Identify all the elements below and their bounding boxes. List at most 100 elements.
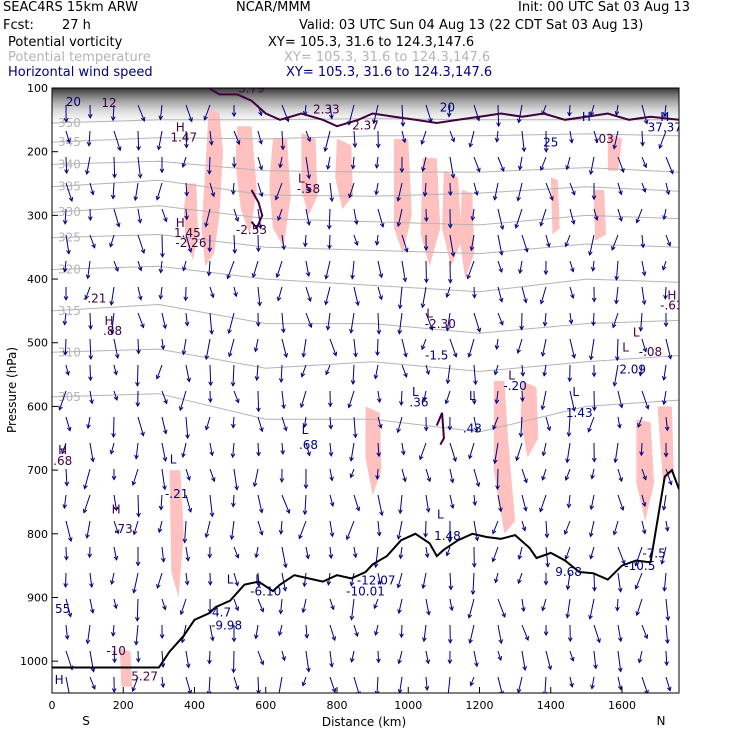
wind-vector: [161, 390, 168, 404]
wind-vector: [305, 312, 312, 328]
wind-vector: [545, 182, 554, 201]
field-label: 25: [543, 136, 558, 150]
wind-vector: [156, 364, 163, 379]
wind-vector-head: [637, 423, 642, 429]
wind-vector: [348, 182, 355, 198]
wind-vector: [352, 156, 355, 169]
wind-vector-head: [374, 190, 379, 196]
wind-vector: [305, 260, 310, 277]
wind-vector-head: [450, 137, 456, 143]
wind-vector-head: [353, 220, 359, 226]
wind-vector: [615, 260, 619, 280]
wind-vector-head: [278, 163, 283, 169]
wind-vector-head: [425, 659, 431, 665]
theta-contour-label: 320: [58, 263, 81, 277]
wind-vector: [616, 598, 619, 611]
wind-vector: [617, 416, 621, 428]
wind-vector: [185, 546, 189, 561]
field-label: L: [437, 508, 444, 522]
wind-vector-head: [635, 218, 641, 224]
wind-vector-head: [113, 395, 119, 401]
field-label: L: [298, 171, 305, 185]
wind-vector-head: [372, 119, 377, 125]
field-label: L: [227, 572, 234, 586]
wind-vector-head: [419, 455, 424, 461]
wind-vector-head: [545, 562, 550, 568]
wind-vector-head: [421, 637, 427, 643]
wind-vector-head: [155, 374, 161, 380]
wind-vector-head: [158, 268, 164, 274]
wind-vector-head: [306, 667, 311, 673]
wind-vector-head: [140, 431, 145, 437]
wind-vector: [566, 442, 571, 463]
wind-vector-head: [544, 533, 550, 539]
wind-vector-head: [523, 478, 528, 484]
wind-vector: [377, 416, 382, 429]
wind-vector: [113, 598, 117, 609]
wind-vector: [401, 234, 408, 252]
wind-vector-head: [113, 555, 119, 561]
theta-contour-label: 340: [58, 157, 81, 171]
wind-vector-head: [112, 173, 117, 179]
wind-vector-head: [274, 195, 280, 201]
wind-vector-head: [424, 686, 430, 691]
wind-vector: [539, 494, 547, 512]
wind-vector-head: [137, 173, 143, 179]
wind-vector: [545, 234, 550, 247]
wind-vector-head: [639, 451, 644, 457]
wind-vector-head: [567, 111, 572, 117]
field-label: 12: [101, 96, 116, 110]
fcst-value: 27 h: [62, 18, 91, 33]
wind-vector: [617, 156, 625, 173]
wind-vector-head: [62, 267, 68, 273]
wind-vector-head: [325, 370, 330, 376]
wind-vector-head: [347, 403, 352, 409]
wind-vector: [277, 208, 283, 221]
wind-vector-head: [661, 265, 667, 271]
wind-vector-head: [134, 454, 139, 460]
wind-vector: [86, 156, 91, 175]
theta-contour-345: [52, 133, 679, 143]
wind-vector-head: [348, 193, 353, 199]
wind-vector: [469, 130, 475, 147]
field-label: -.08: [639, 345, 662, 359]
pv-shaded-region-10: [550, 177, 560, 235]
wind-vector-head: [82, 508, 88, 514]
wind-vector: [496, 468, 499, 490]
wind-vector: [377, 494, 383, 516]
wind-vector: [87, 624, 91, 644]
wind-vector: [278, 676, 283, 693]
wind-vector: [399, 676, 403, 693]
wind-vector-head: [449, 478, 455, 484]
wind-vector-head: [210, 293, 215, 299]
wind-vector: [497, 598, 506, 618]
wind-vector-head: [159, 634, 165, 640]
field-name-theta: Potential temperature: [8, 50, 151, 65]
wind-vector: [89, 442, 94, 462]
wind-vector: [328, 208, 331, 229]
wind-vector: [449, 598, 453, 611]
field-label: 3.79: [238, 81, 265, 95]
field-label: 55: [55, 602, 70, 616]
field-label: H: [58, 443, 67, 457]
wind-vector-head: [158, 294, 164, 300]
wind-vector: [329, 650, 333, 667]
wind-vector-head: [229, 535, 235, 541]
wind-vector: [113, 494, 117, 511]
wind-vector: [664, 286, 667, 299]
wind-vector-head: [185, 663, 191, 669]
wind-vector: [353, 338, 357, 357]
wind-vector: [473, 416, 478, 432]
wind-vector: [329, 468, 333, 481]
wind-vector-head: [402, 277, 408, 283]
wind-vector-head: [234, 217, 240, 223]
wind-vector-head: [396, 222, 402, 228]
wind-vector: [113, 260, 119, 272]
wind-vector: [497, 494, 502, 512]
wind-vector: [136, 598, 139, 621]
wind-vector: [641, 130, 644, 146]
wind-vector: [639, 364, 643, 376]
wind-vector: [497, 260, 503, 273]
wind-vector: [541, 390, 547, 410]
